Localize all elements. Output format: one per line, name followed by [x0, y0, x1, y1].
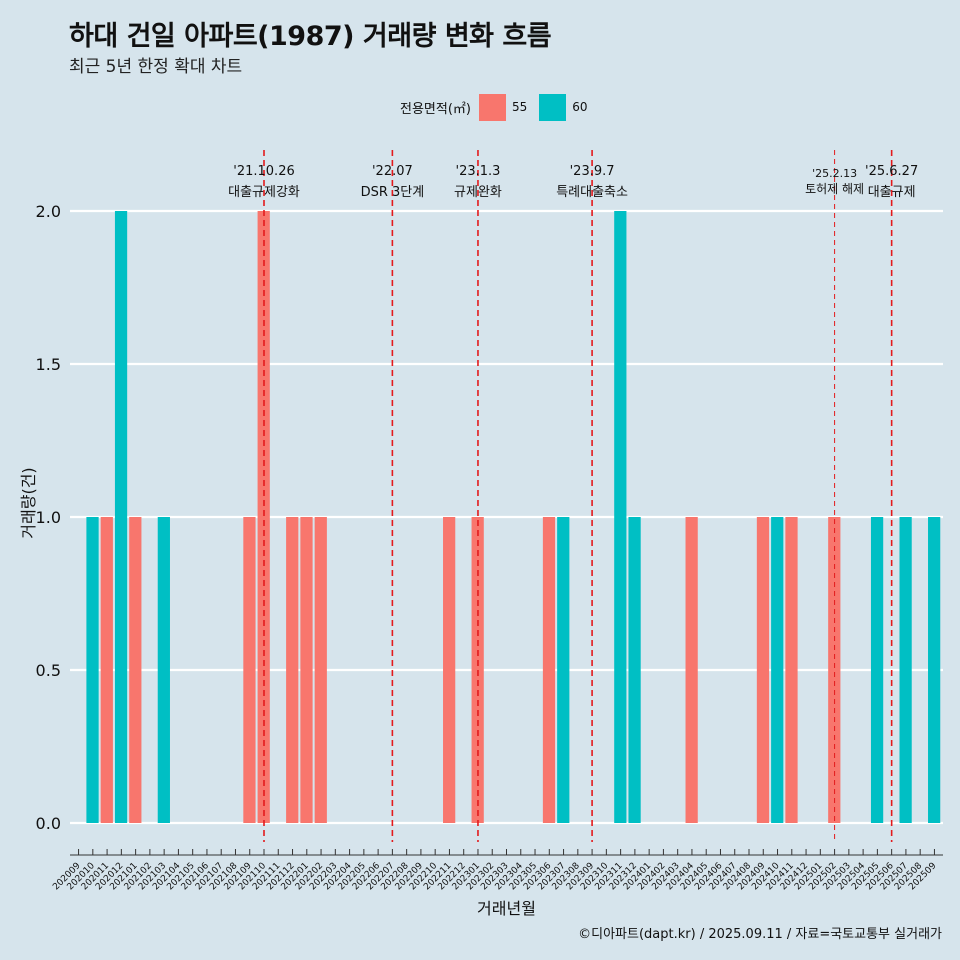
bar-60-202507	[899, 517, 912, 823]
bar-55-202110	[257, 211, 270, 823]
event-name-label: DSR 3단계	[361, 185, 425, 200]
y-tick-label: 0.5	[36, 661, 61, 680]
event-date-label: '25.2.13	[812, 167, 857, 180]
bar-55-202404	[685, 517, 698, 823]
legend: 전용면적(㎡) 55 60	[400, 93, 600, 121]
bar-60-202509	[928, 517, 941, 823]
event-date-label: '23.1.3	[456, 164, 501, 179]
event-name-label: 특례대출축소	[556, 185, 628, 200]
bar-55-202306	[542, 517, 556, 823]
event-date-label: '25.6.27	[865, 164, 918, 179]
bar-55-202411	[785, 517, 798, 823]
event-name-label: 대출규제	[868, 185, 916, 200]
bar-60-202010	[86, 517, 99, 823]
y-axis-title: 거래량(건)	[19, 467, 38, 538]
event-name-label: 대출규제강화	[228, 185, 300, 200]
bar-55-202112	[286, 517, 299, 823]
bar-60-202312	[628, 517, 641, 823]
event-date-label: '23.9.7	[570, 164, 615, 179]
event-date-label: '22.07	[372, 164, 413, 179]
y-tick-label: 0.0	[36, 814, 61, 833]
legend-title: 전용면적(㎡)	[400, 101, 471, 117]
legend-swatch-55	[478, 93, 506, 121]
legend-label-60: 60	[572, 100, 588, 114]
event-date-label: '21.10.26	[233, 164, 294, 179]
bar-55-202502	[828, 517, 841, 823]
bar-55-202211	[443, 517, 456, 823]
bar-60-202307	[557, 517, 570, 823]
y-tick-label: 1.5	[36, 355, 61, 374]
bar-60-202505	[870, 517, 884, 823]
bar-55-202011	[100, 517, 113, 823]
bar-55-202202	[314, 517, 327, 823]
bar-60-202311	[614, 211, 627, 823]
y-tick-label: 1.0	[36, 508, 61, 527]
bar-60-202410	[771, 517, 784, 823]
bar-55-202101	[129, 517, 142, 823]
bar-60-202103	[157, 517, 170, 823]
bar-55-202109	[243, 517, 256, 823]
bar-55-202201	[300, 517, 313, 823]
chart-title: 하대 건일 아파트(1987) 거래량 변화 흐름	[69, 21, 552, 52]
source-caption: ©디아파트(dapt.kr) / 2025.09.11 / 자료=국토교통부 실…	[578, 927, 942, 942]
chart-subtitle: 최근 5년 한정 확대 차트	[69, 57, 243, 77]
event-name-label: 규제완화	[454, 185, 502, 200]
event-name-label: 토허제 해제	[805, 182, 864, 196]
legend-swatch-60	[539, 93, 567, 121]
bar-60-202012	[114, 211, 128, 823]
bar-55-202409	[756, 517, 770, 823]
x-axis-title: 거래년월	[477, 899, 536, 918]
legend-label-55: 55	[511, 100, 528, 114]
y-tick-label: 2.0	[36, 202, 61, 221]
